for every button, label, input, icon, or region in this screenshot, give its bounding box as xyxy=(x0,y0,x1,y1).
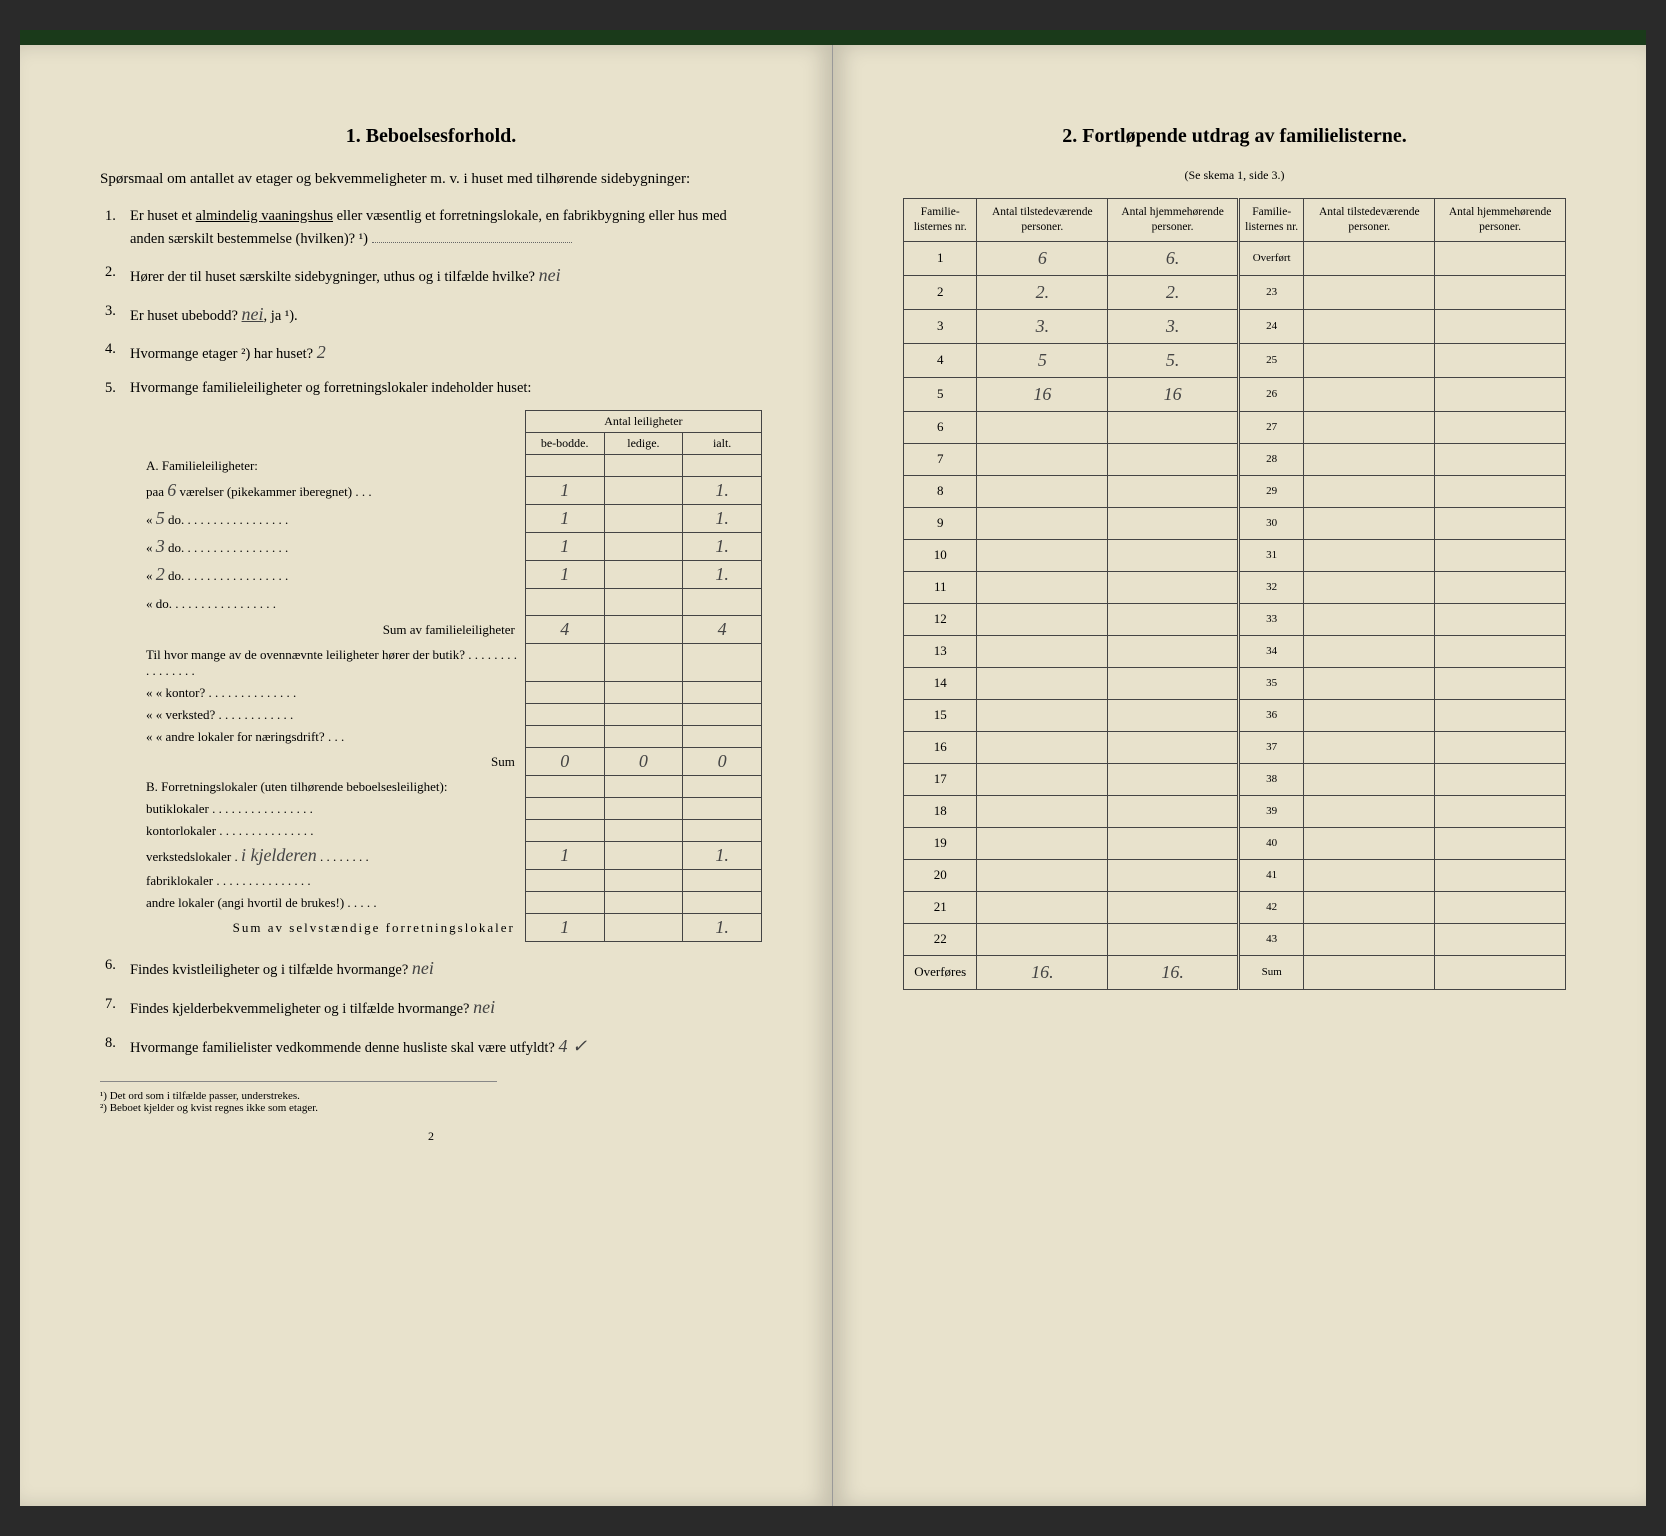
q5: 5. Hvormange familieleiligheter og forre… xyxy=(130,377,762,400)
table-row: 455. 25 xyxy=(904,343,1566,377)
table-row: 15 36 xyxy=(904,699,1566,731)
q8: 8. Hvormange familielister vedkommende d… xyxy=(130,1032,762,1061)
table-row: 33.3. 24 xyxy=(904,309,1566,343)
table-row: 11 32 xyxy=(904,571,1566,603)
table-row: 12 33 xyxy=(904,603,1566,635)
right-title: 2. Fortløpende utdrag av familielisterne… xyxy=(903,125,1566,148)
table-row: 21 42 xyxy=(904,891,1566,923)
q1: 1. Er huset et almindelig vaaningshus el… xyxy=(130,205,762,251)
left-title: 1. Beboelsesforhold. xyxy=(100,125,762,148)
table-row: 20 41 xyxy=(904,859,1566,891)
left-page: 1. Beboelsesforhold. Spørsmaal om antall… xyxy=(20,45,833,1506)
table-row: 166. Overført xyxy=(904,241,1566,275)
table-row: 19 40 xyxy=(904,827,1566,859)
table-row: 22.2. 23 xyxy=(904,275,1566,309)
q3: 3. Er huset ubebodd? nei, ja ¹). xyxy=(130,300,762,329)
intro: Spørsmaal om antallet av etager og bekve… xyxy=(100,168,762,191)
q6: 6. Findes kvistleiligheter og i tilfælde… xyxy=(130,954,762,983)
table-row: 6 27 xyxy=(904,411,1566,443)
table-row: Overføres16.16. Sum xyxy=(904,955,1566,989)
table-row: 17 38 xyxy=(904,763,1566,795)
footnotes: ¹) Det ord som i tilfælde passer, unders… xyxy=(100,1081,497,1114)
table-row: 8 29 xyxy=(904,475,1566,507)
book-spread: 1. Beboelsesforhold. Spørsmaal om antall… xyxy=(20,30,1646,1506)
family-table: Familie-listernes nr. Antal tilstedevære… xyxy=(903,198,1566,990)
questions-6-8: 6. Findes kvistleiligheter og i tilfælde… xyxy=(100,954,762,1060)
q7: 7. Findes kjelderbekvemmeligheter og i t… xyxy=(130,993,762,1022)
q4: 4. Hvormange etager ²) har huset? 2 xyxy=(130,338,762,367)
table-row: 16 37 xyxy=(904,731,1566,763)
question-list: 1. Er huset et almindelig vaaningshus el… xyxy=(100,205,762,401)
table5: Antal leiligheter be-bodde. ledige. ialt… xyxy=(140,410,762,942)
table5-wrap: Antal leiligheter be-bodde. ledige. ialt… xyxy=(140,410,762,942)
table-row: 7 28 xyxy=(904,443,1566,475)
table-row: 18 39 xyxy=(904,795,1566,827)
right-subtitle: (Se skema 1, side 3.) xyxy=(903,168,1566,183)
table-row: 14 35 xyxy=(904,667,1566,699)
table-row: 13 34 xyxy=(904,635,1566,667)
right-page: 2. Fortløpende utdrag av familielisterne… xyxy=(833,45,1646,1506)
page-num: 2 xyxy=(100,1129,762,1144)
table-row: 9 30 xyxy=(904,507,1566,539)
table-row: 22 43 xyxy=(904,923,1566,955)
table-row: 51616 26 xyxy=(904,377,1566,411)
q2: 2. Hører der til huset særskilte sidebyg… xyxy=(130,261,762,290)
table-row: 10 31 xyxy=(904,539,1566,571)
